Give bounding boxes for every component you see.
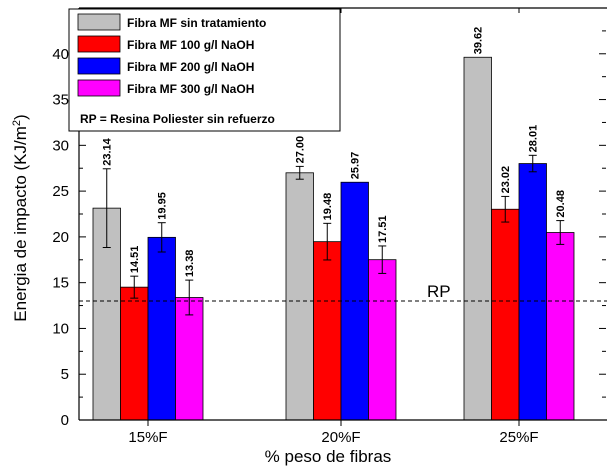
y-axis-label: Energia de impacto (KJ/m2) <box>11 114 30 321</box>
bar <box>313 241 342 421</box>
bar <box>518 163 547 421</box>
data-label: 23.14 <box>102 137 114 165</box>
data-label: 19.48 <box>322 193 334 221</box>
data-label: 20.48 <box>555 190 567 218</box>
bar <box>175 297 204 421</box>
bar <box>120 286 149 421</box>
data-label: 14.51 <box>129 246 141 274</box>
bar <box>491 208 520 421</box>
x-tick-label: 25%F <box>499 429 538 446</box>
data-label: 25.97 <box>350 152 362 180</box>
data-label: 28.01 <box>528 125 540 153</box>
legend-swatch <box>77 35 121 53</box>
legend-swatch <box>77 57 121 75</box>
y-tick-label: 0 <box>61 412 69 429</box>
legend-label: Fibra MF 300 g/l NaOH <box>127 82 254 96</box>
y-tick-label: 20 <box>52 229 69 246</box>
y-tick-label: 30 <box>52 137 69 154</box>
legend-label: Fibra MF sin tratamiento <box>127 16 266 30</box>
y-tick-label: 10 <box>52 320 69 337</box>
y-tick-label: 35 <box>52 92 69 109</box>
legend-swatch <box>77 13 121 31</box>
y-tick-label: 15 <box>52 275 69 292</box>
data-label: 13.38 <box>184 250 196 278</box>
x-tick-label: 20%F <box>321 429 360 446</box>
data-label: 27.00 <box>295 136 307 164</box>
legend: Fibra MF sin tratamiento Fibra MF 100 g/l… <box>68 8 341 132</box>
x-axis-label: % peso de fibras <box>265 447 392 466</box>
y-tick-label: 40 <box>52 46 69 63</box>
data-label: 19.95 <box>157 192 169 220</box>
legend-label: Fibra MF 100 g/l NaOH <box>127 38 254 52</box>
legend-note: RP = Resina Poliester sin refuerzo <box>80 112 275 126</box>
x-tick-label: 15%F <box>128 429 167 446</box>
bar <box>147 236 176 421</box>
legend-label: Fibra MF 200 g/l NaOH <box>127 60 254 74</box>
data-label: 23.02 <box>500 166 512 194</box>
plot-area: 23.14 27.00 39.62 14.51 19.48 23.02 19.95 25.97… <box>79 27 607 421</box>
legend-swatch <box>77 79 121 97</box>
bar <box>546 232 575 421</box>
data-label: 17.51 <box>377 215 389 243</box>
y-tick-label: 5 <box>61 366 69 383</box>
bar <box>463 56 492 421</box>
data-label: 39.62 <box>473 27 485 55</box>
bar <box>285 172 314 421</box>
reference-line-label: RP <box>427 282 451 301</box>
y-tick-label: 25 <box>52 183 69 200</box>
bar <box>368 259 397 421</box>
